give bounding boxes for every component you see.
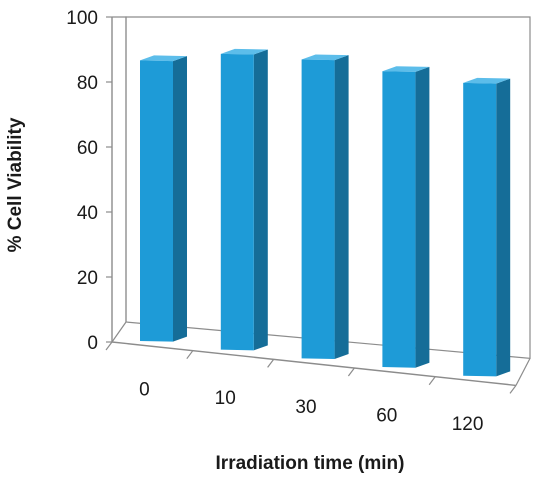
- x-tick-label: 30: [295, 397, 316, 418]
- y-tick-label: 20: [77, 268, 98, 289]
- x-tick: [267, 358, 275, 368]
- x-tick: [347, 367, 355, 377]
- y-tick-label: 60: [77, 138, 98, 159]
- bar-front: [220, 53, 254, 351]
- x-tick: [428, 376, 436, 386]
- bar-side: [415, 66, 430, 368]
- bar-top: [463, 77, 511, 84]
- bar-top: [301, 54, 349, 61]
- y-tick-label: 100: [66, 8, 98, 29]
- x-tick-label: 60: [376, 406, 397, 427]
- bar-side: [173, 56, 187, 342]
- bar-top: [140, 55, 187, 62]
- bar-front: [382, 71, 416, 368]
- bar-front: [301, 59, 335, 360]
- bar-side: [334, 55, 349, 360]
- x-axis-line: [111, 341, 517, 387]
- bar: [463, 77, 511, 377]
- bars: [140, 48, 511, 377]
- chart-walls: [111, 16, 531, 387]
- bar: [382, 66, 430, 368]
- y-tick-labels: 0 20 40 60 80 100: [66, 8, 112, 354]
- y-axis-label: % Cell Viability: [5, 117, 26, 252]
- y-tick-label: 0: [87, 333, 98, 354]
- x-tick-label: 10: [215, 388, 236, 409]
- bar: [301, 54, 349, 360]
- bar-top: [220, 48, 268, 55]
- floor-right-edge: [515, 358, 531, 386]
- y-tick-label: 40: [77, 203, 98, 224]
- left-wall: [111, 16, 127, 343]
- x-tick: [509, 385, 517, 394]
- bar-front: [140, 60, 173, 342]
- bar: [220, 48, 268, 351]
- bar-top: [382, 66, 430, 72]
- x-tick-label: 0: [139, 379, 150, 400]
- bar-side: [253, 49, 268, 351]
- x-tick-labels: 0 10 30 60 120: [105, 341, 517, 435]
- bar: [140, 55, 187, 342]
- x-tick-label: 120: [452, 414, 484, 435]
- x-tick: [105, 341, 113, 351]
- bar-front: [463, 82, 497, 377]
- bar-side: [496, 78, 511, 377]
- x-axis-label: Irradiation time (min): [216, 453, 405, 474]
- x-tick: [186, 350, 194, 360]
- y-tick-label: 80: [77, 73, 98, 94]
